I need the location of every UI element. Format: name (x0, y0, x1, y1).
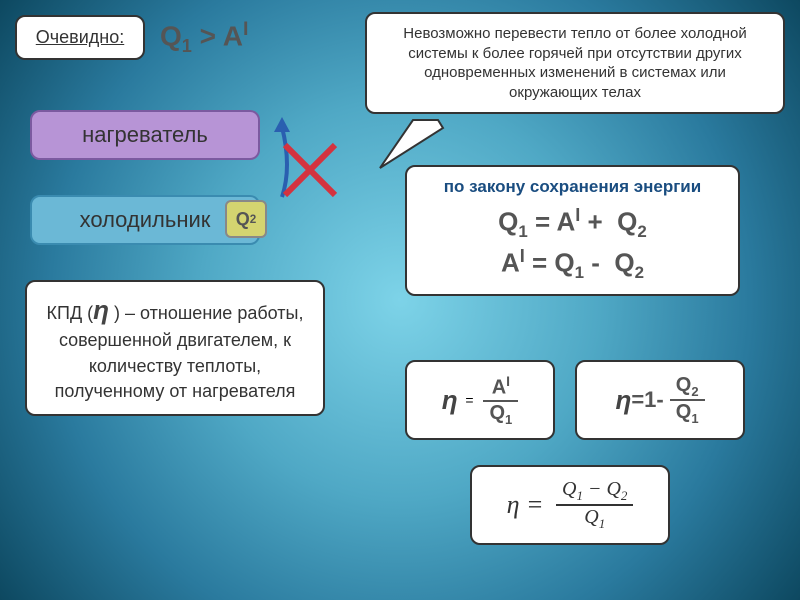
cooler-label: холодильник (80, 207, 211, 232)
kpd-eta-symbol: η (93, 295, 109, 325)
q1-gt-a-formula: Q1 > AI (160, 18, 248, 57)
frac1-den: Q1 (483, 402, 518, 427)
law-eq1: Q1 = AI + Q2 (421, 203, 724, 244)
eta2-prefix: =1- (631, 387, 663, 413)
eta-symbol-1: η (442, 385, 458, 416)
eta-formula-2-box: η =1- Q2 Q1 (575, 360, 745, 440)
frac1-num: AI (483, 373, 518, 402)
obviously-label: Очевидно: (36, 27, 124, 47)
law-eq2: AI = Q1 - Q2 (421, 244, 724, 285)
callout-text: Невозможно перевести тепло от более холо… (403, 25, 746, 101)
eta-formula-1-box: η = AI Q1 (405, 360, 555, 440)
q2-badge: Q2 (225, 200, 267, 238)
impossible-callout: Невозможно перевести тепло от более холо… (365, 12, 785, 114)
frac2-den: Q1 (670, 401, 705, 426)
obviously-box: Очевидно: (15, 15, 145, 60)
heater-box: нагреватель (30, 110, 260, 160)
law-title: по закону сохранения энергии (421, 177, 724, 197)
frac3-num: Q1 − Q2 (556, 478, 633, 506)
eta-symbol-3: η = (507, 490, 550, 520)
kpd-definition-box: КПД (η ) – отношение работы, совершенной… (25, 280, 325, 416)
fraction-1: AI Q1 (483, 373, 518, 427)
frac3-den: Q1 (556, 506, 633, 532)
conservation-law-box: по закону сохранения энергии Q1 = AI + Q… (405, 165, 740, 296)
frac2-num: Q2 (670, 374, 705, 401)
fraction-2: Q2 Q1 (670, 374, 705, 426)
eta-formula-3-box: η = Q1 − Q2 Q1 (470, 465, 670, 545)
eta-symbol-2: η (615, 385, 631, 416)
heater-label: нагреватель (82, 122, 208, 147)
fraction-3: Q1 − Q2 Q1 (556, 478, 633, 532)
cross-icon (280, 140, 340, 200)
equals-1: = (458, 392, 478, 408)
kpd-prefix: КПД ( (47, 303, 94, 323)
